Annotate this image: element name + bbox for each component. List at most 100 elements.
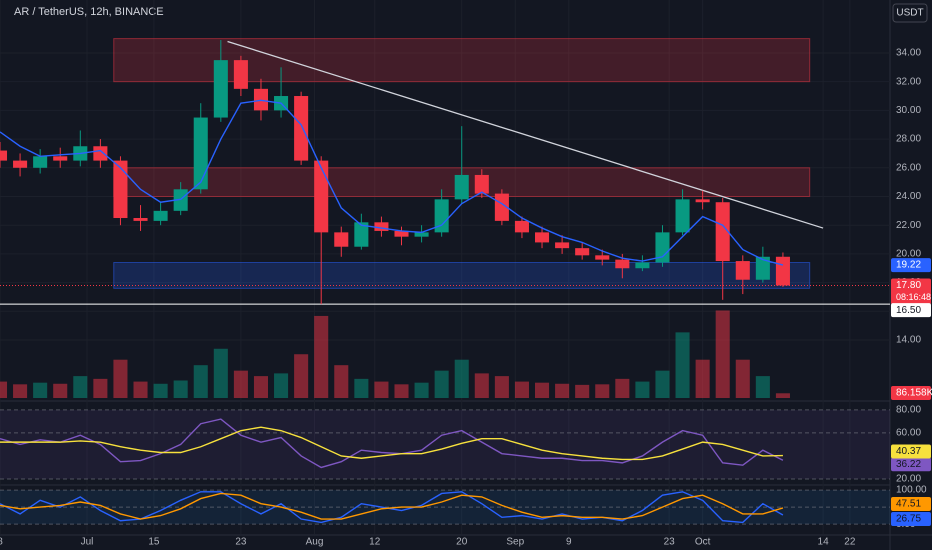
candle-body bbox=[434, 199, 449, 233]
candle-body bbox=[394, 230, 409, 237]
indicator-tag: 40.37 bbox=[896, 446, 921, 457]
volume-bar bbox=[0, 381, 8, 398]
candle-body bbox=[374, 222, 389, 231]
pane-band bbox=[0, 409, 890, 479]
x-tick-label: 22 bbox=[844, 537, 856, 548]
volume-bar bbox=[354, 378, 369, 398]
volume-bar bbox=[213, 348, 228, 398]
volume-bar bbox=[233, 370, 248, 398]
x-tick-label: 8 bbox=[0, 537, 3, 548]
candle-body bbox=[555, 242, 570, 249]
candle-body bbox=[635, 262, 650, 269]
last-price: 17.80 bbox=[896, 280, 921, 291]
volume-bar bbox=[73, 376, 88, 398]
volume-bar bbox=[454, 359, 469, 398]
indicator-tag-box bbox=[891, 496, 931, 511]
indicator-tag-box bbox=[891, 444, 931, 459]
currency[interactable]: USDT bbox=[896, 8, 923, 19]
candle-body bbox=[454, 174, 469, 200]
support-tag-box bbox=[891, 303, 931, 318]
candle-body bbox=[173, 189, 188, 211]
indicator-tag-box bbox=[891, 457, 931, 472]
zone bbox=[113, 262, 811, 289]
volume-bar bbox=[675, 332, 690, 398]
candle-body bbox=[53, 156, 68, 161]
chart-title: AR / TetherUS, 12h, BINANCE bbox=[14, 6, 164, 18]
x-tick-label: Sep bbox=[506, 537, 524, 548]
candle-body bbox=[575, 248, 590, 256]
candle-body bbox=[675, 199, 690, 233]
candle-body bbox=[0, 150, 8, 161]
volume-bar bbox=[374, 381, 389, 398]
ma-tag: 19.22 bbox=[896, 260, 921, 271]
candle-body bbox=[494, 193, 509, 221]
volume-bar bbox=[33, 382, 48, 398]
y-tick-label: 14.00 bbox=[896, 335, 921, 346]
volume-bar bbox=[153, 383, 168, 398]
volume-bar bbox=[695, 359, 710, 398]
candle-body bbox=[153, 210, 168, 221]
x-tick-label: 12 bbox=[369, 537, 381, 548]
candle-body bbox=[695, 199, 710, 203]
volume-bar bbox=[635, 381, 650, 398]
x-tick-label: Aug bbox=[306, 537, 324, 548]
volume-bar bbox=[133, 381, 148, 398]
x-tick-label: 14 bbox=[818, 537, 830, 548]
y-tick-label: 30.00 bbox=[896, 105, 921, 116]
indicator-tag: 36.22 bbox=[896, 459, 921, 470]
candle-body bbox=[193, 117, 208, 190]
y-tick-label: 100.00 bbox=[896, 485, 927, 496]
volume-bar bbox=[655, 370, 670, 398]
volume-bar bbox=[595, 384, 610, 398]
support-tag: 16.50 bbox=[896, 305, 921, 316]
y-tick-label: 80.00 bbox=[896, 405, 921, 416]
volume-bar bbox=[755, 376, 770, 398]
volume-bar bbox=[775, 393, 790, 398]
currency-button[interactable] bbox=[892, 3, 928, 23]
candle-body bbox=[354, 222, 369, 247]
candle-body bbox=[133, 218, 148, 221]
y-tick-label: 24.00 bbox=[896, 191, 921, 202]
x-tick-label: 20 bbox=[456, 537, 468, 548]
candle-body bbox=[535, 232, 550, 243]
volume-bar bbox=[735, 359, 750, 398]
candle-body bbox=[113, 160, 128, 219]
indicator-line bbox=[0, 492, 784, 520]
candle-body bbox=[253, 88, 269, 111]
volume-bar bbox=[93, 378, 108, 398]
volume-bar bbox=[334, 365, 349, 398]
candle-body bbox=[33, 156, 48, 168]
candle-body bbox=[13, 160, 28, 168]
volume-bar bbox=[193, 365, 208, 398]
volume-bar bbox=[615, 378, 630, 398]
volume-bar bbox=[314, 315, 329, 398]
countdown: 08:16:48 bbox=[896, 292, 931, 302]
x-tick-label: Oct bbox=[695, 537, 711, 548]
candle-body bbox=[655, 232, 670, 263]
volume-bar bbox=[53, 383, 68, 398]
volume-bar bbox=[555, 383, 570, 398]
candle-body bbox=[233, 60, 248, 89]
volume-bar bbox=[535, 382, 550, 398]
volume-bar bbox=[414, 382, 429, 398]
x-tick-label: 9 bbox=[566, 537, 572, 548]
x-tick-label: 23 bbox=[664, 537, 676, 548]
y-tick-label: 28.00 bbox=[896, 134, 921, 145]
volume-bar bbox=[474, 373, 489, 398]
volume-bar bbox=[434, 370, 449, 398]
x-tick-label: 23 bbox=[235, 537, 247, 548]
candle-body bbox=[755, 256, 770, 280]
volume-bar bbox=[514, 381, 529, 398]
y-tick-label: 20.00 bbox=[896, 474, 921, 485]
indicator-tag: 47.51 bbox=[896, 499, 921, 510]
indicator-line bbox=[0, 418, 784, 469]
volume-bar bbox=[294, 354, 309, 398]
volume-bar bbox=[173, 380, 188, 398]
volume-bar bbox=[394, 384, 409, 398]
trendline bbox=[227, 40, 824, 229]
candle-body bbox=[735, 261, 750, 280]
candle-body bbox=[93, 146, 108, 161]
volume-tag: 86.158K bbox=[896, 388, 932, 399]
y-tick-label: 32.00 bbox=[896, 76, 921, 87]
